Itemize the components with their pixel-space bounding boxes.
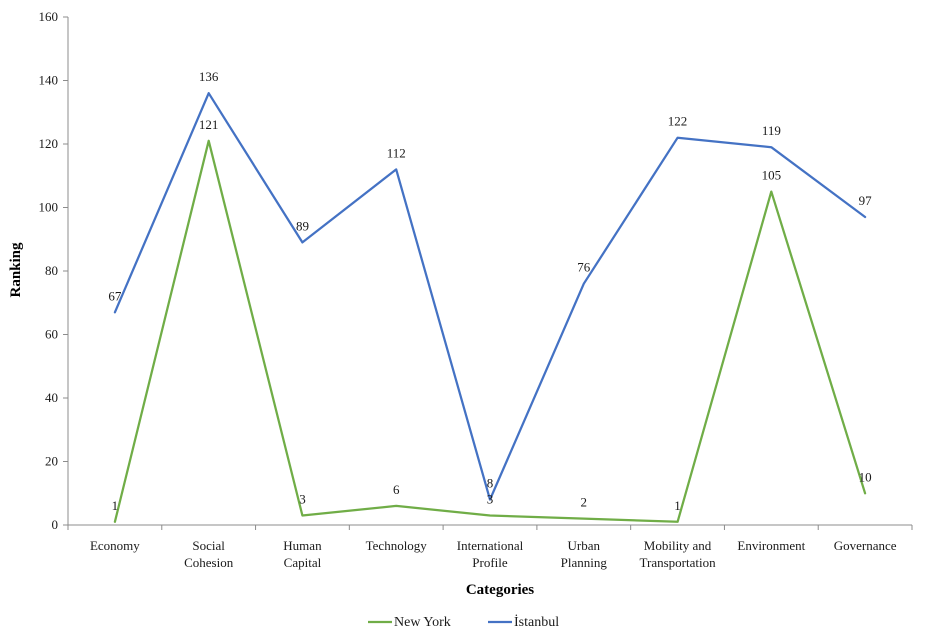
data-label: 2	[581, 495, 588, 510]
data-label: 3	[299, 491, 306, 506]
data-label: 3	[487, 491, 494, 506]
series-line-i-stanbul	[113, 92, 867, 501]
legend-label: New York	[394, 615, 451, 630]
x-tick-label: Mobility and Transportation	[640, 538, 717, 570]
data-label: 67	[108, 288, 122, 303]
y-tick-label: 20	[45, 454, 58, 469]
data-label: 97	[859, 193, 873, 208]
x-tick-label: Urban Planning	[561, 538, 608, 570]
data-label: 6	[393, 482, 400, 497]
data-label: 1	[674, 498, 681, 513]
data-label: 112	[387, 145, 406, 160]
x-tick-label: International Profile	[457, 538, 524, 570]
y-tick-label: 80	[45, 263, 58, 278]
series-lines	[113, 92, 867, 523]
y-tick-label: 60	[45, 327, 58, 342]
x-tick-label: Technology	[366, 538, 428, 553]
y-tick-label: 40	[45, 390, 58, 405]
data-label: 121	[199, 117, 219, 132]
legend-label: İstanbul	[514, 614, 559, 630]
y-axis-ticks: 0 20 40 60 80 100 120 140 160	[39, 9, 68, 532]
x-axis-title: Categories	[466, 582, 534, 598]
data-label: 8	[487, 476, 494, 491]
data-label: 10	[859, 469, 872, 484]
x-axis-ticks: Economy Social Cohesion Human Capital Technol…	[67, 525, 913, 570]
data-label: 76	[577, 260, 591, 275]
y-tick-label: 100	[39, 200, 59, 215]
x-tick-label: Environment	[737, 538, 805, 553]
data-label: 89	[296, 218, 309, 233]
y-axis-title: Ranking	[8, 242, 24, 298]
legend: New York İstanbul	[368, 614, 559, 630]
y-tick-label: 160	[39, 9, 59, 24]
data-label: 1	[112, 498, 119, 513]
x-tick-label: Economy	[90, 538, 140, 553]
y-tick-label: 140	[39, 73, 59, 88]
axes	[67, 17, 912, 526]
data-label: 105	[762, 168, 782, 183]
x-tick-label: Governance	[834, 538, 897, 553]
data-label: 122	[668, 114, 688, 129]
y-tick-label: 120	[39, 136, 59, 151]
series-line-new-york	[113, 139, 867, 523]
x-tick-label: Social Cohesion	[184, 538, 234, 570]
data-label: 136	[199, 69, 219, 84]
data-label: 119	[762, 123, 781, 138]
y-tick-label: 0	[52, 517, 59, 532]
data-labels: 1 121 3 6 3 2 1 105 10 67 136 89 112 8 76 122 119 97	[108, 69, 872, 513]
x-tick-label: Human Capital	[283, 538, 322, 570]
